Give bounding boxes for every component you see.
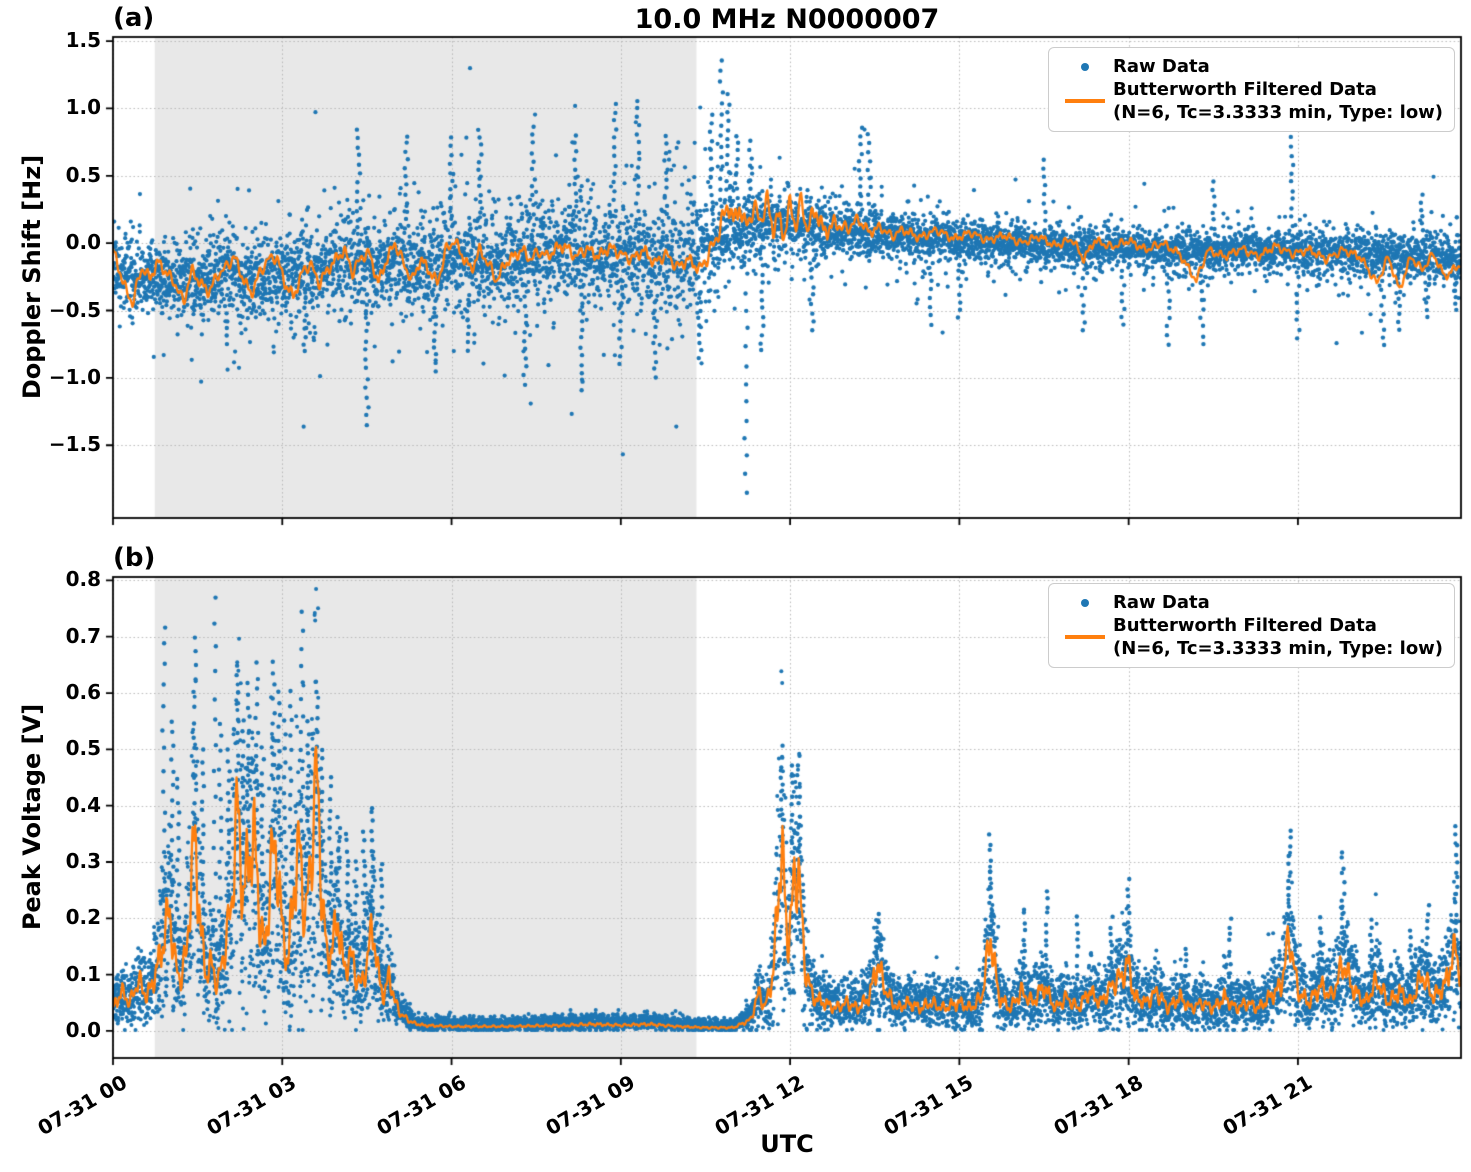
y-tick-label: 0.0 bbox=[65, 230, 101, 255]
legend-a: Raw Data Butterworth Filtered Data (N=6, … bbox=[1048, 47, 1455, 133]
y-tick-label: 0.7 bbox=[65, 623, 101, 648]
y-tick-label: 0.4 bbox=[65, 792, 101, 817]
legend-filtered-label: Butterworth Filtered Data (N=6, Tc=3.3333… bbox=[1113, 614, 1443, 660]
y-tick-label: 0.8 bbox=[65, 567, 101, 592]
y-tick-label: −1.0 bbox=[48, 364, 101, 389]
legend-entry-filtered: Butterworth Filtered Data (N=6, Tc=3.3333… bbox=[1057, 78, 1444, 124]
legend-filtered-line2: (N=6, Tc=3.3333 min, Type: low) bbox=[1113, 102, 1444, 124]
raw-data-dot-icon bbox=[1057, 62, 1113, 71]
legend-filtered-line1: Butterworth Filtered Data bbox=[1113, 79, 1377, 101]
x-axis-label: UTC bbox=[760, 1130, 814, 1158]
raw-data-dot-icon bbox=[1057, 598, 1113, 607]
legend-entry-raw: Raw Data bbox=[1057, 55, 1444, 78]
y-tick-label: 0.5 bbox=[65, 162, 101, 187]
legend-raw-label: Raw Data bbox=[1113, 592, 1210, 613]
panel-b-label: (b) bbox=[113, 543, 156, 573]
filtered-line-icon bbox=[1057, 635, 1113, 639]
legend-entry-filtered: Butterworth Filtered Data (N=6, Tc=3.3333… bbox=[1057, 614, 1444, 660]
y-tick-label: 1.5 bbox=[65, 28, 101, 53]
y-tick-label: −1.5 bbox=[48, 432, 101, 457]
y-tick-label: 0.5 bbox=[65, 736, 101, 761]
y-tick-label: 0.1 bbox=[65, 961, 101, 986]
y-tick-label: 0.0 bbox=[65, 1017, 101, 1042]
filtered-line-icon bbox=[1057, 99, 1113, 103]
y-tick-label: 0.2 bbox=[65, 905, 101, 930]
y-tick-label: −0.5 bbox=[48, 297, 101, 322]
y-tick-label: 1.0 bbox=[65, 95, 101, 120]
legend-filtered-label: Butterworth Filtered Data (N=6, Tc=3.3333… bbox=[1113, 78, 1443, 124]
y-tick-label: 0.6 bbox=[65, 680, 101, 705]
legend-filtered-line1: Butterworth Filtered Data bbox=[1113, 615, 1377, 637]
y-axis-label-a: Doppler Shift [Hz] bbox=[18, 154, 46, 400]
y-tick-label: 0.3 bbox=[65, 848, 101, 873]
legend-raw-label: Raw Data bbox=[1113, 56, 1210, 77]
legend-filtered-line2: (N=6, Tc=3.3333 min, Type: low) bbox=[1113, 638, 1444, 660]
legend-entry-raw: Raw Data bbox=[1057, 591, 1444, 614]
figure-title: 10.0 MHz N0000007 bbox=[634, 4, 940, 35]
legend-b: Raw Data Butterworth Filtered Data (N=6, … bbox=[1048, 583, 1455, 669]
panel-a-label: (a) bbox=[113, 3, 155, 33]
